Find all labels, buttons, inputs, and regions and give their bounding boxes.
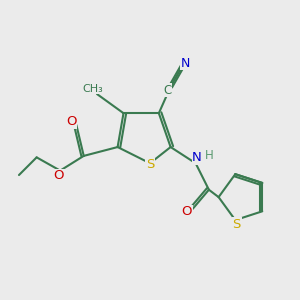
Text: S: S (146, 158, 154, 171)
Text: H: H (205, 148, 213, 161)
Text: N: N (192, 152, 202, 164)
Text: O: O (182, 205, 192, 218)
Text: S: S (232, 218, 241, 231)
Text: C: C (163, 84, 171, 97)
Text: N: N (181, 57, 190, 70)
Text: O: O (66, 115, 76, 128)
Text: CH₃: CH₃ (82, 84, 103, 94)
Text: O: O (53, 169, 64, 182)
